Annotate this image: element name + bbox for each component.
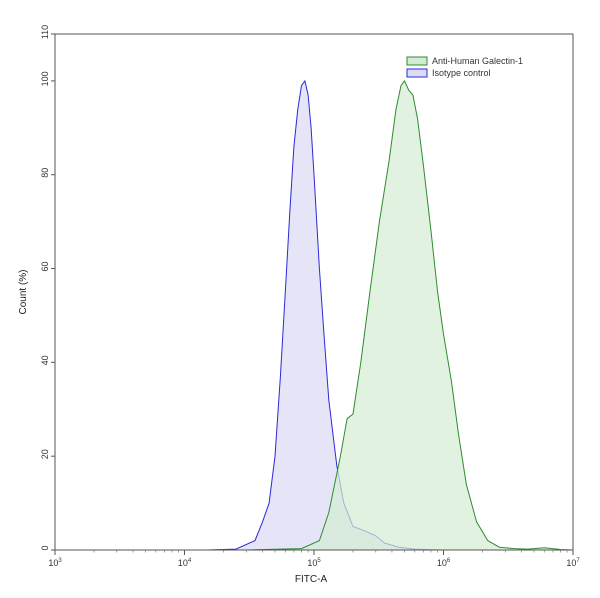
histogram-areas bbox=[116, 79, 574, 551]
x-tick-label: 106 bbox=[437, 558, 451, 568]
y-tick-label: 110 bbox=[40, 25, 50, 39]
y-tick-label: 0 bbox=[40, 545, 50, 550]
x-tick-label: 107 bbox=[566, 558, 580, 568]
y-tick-label: 60 bbox=[40, 262, 50, 272]
x-axis-title: FITC-A bbox=[295, 574, 328, 585]
y-tick-label: 20 bbox=[40, 449, 50, 459]
y-tick-label: 40 bbox=[40, 355, 50, 365]
x-tick-label: 103 bbox=[48, 558, 62, 568]
legend-swatch bbox=[406, 56, 428, 66]
x-tick-label: 104 bbox=[178, 558, 192, 568]
x-tick-label: 105 bbox=[307, 558, 321, 568]
y-axis-title: Count (%) bbox=[18, 269, 29, 314]
legend-label: Anti-Human Galectin-1 bbox=[432, 56, 523, 66]
y-tick-label: 100 bbox=[40, 71, 50, 86]
legend-swatch bbox=[406, 68, 428, 78]
legend: Anti-Human Galectin-1 Isotype control bbox=[406, 56, 523, 78]
y-axis: 0 20 40 60 80 100 110 bbox=[40, 25, 55, 551]
legend-label: Isotype control bbox=[432, 68, 491, 78]
y-tick-label: 80 bbox=[40, 168, 50, 178]
histogram-anti-human-galectin-1 bbox=[116, 79, 574, 551]
x-axis: 103 104 105 106 107 bbox=[48, 550, 580, 568]
